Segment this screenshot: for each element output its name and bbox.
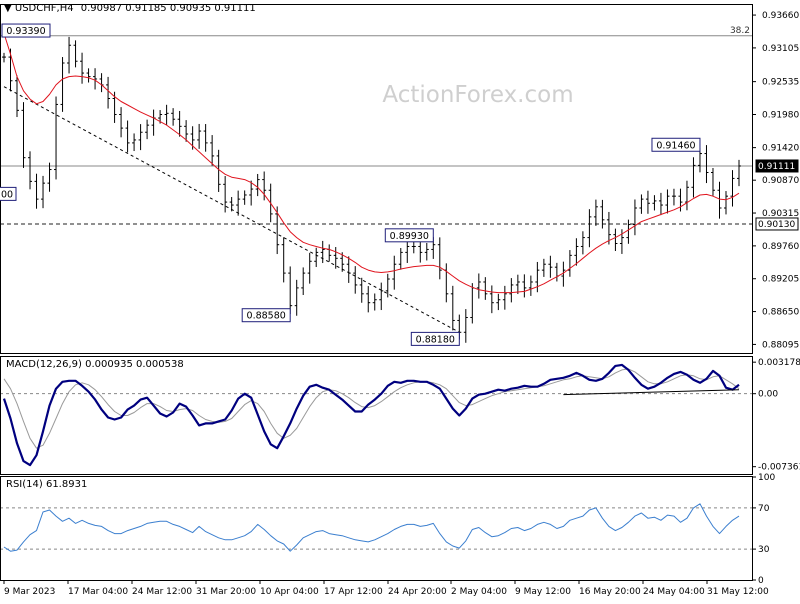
price-callout-label: 0.88580: [247, 311, 286, 322]
time-tick-label: 24 May 04:00: [643, 587, 705, 597]
price-callout: 0.88180: [411, 332, 459, 345]
time-tick-label: 31 Mar 20:00: [196, 587, 256, 597]
price-callout: 00: [0, 187, 16, 200]
price-tick-label: 0.92535: [762, 78, 799, 88]
price-tick-label: 0.91980: [762, 110, 799, 120]
time-tick-label: 16 May 20:00: [579, 587, 641, 597]
time-tick-label: 9 May 12:00: [515, 587, 571, 597]
price-callout: 0.93390: [2, 24, 50, 37]
fib-level-label: 38.2: [730, 26, 750, 36]
time-tick-label: 17 Apr 12:00: [324, 587, 383, 597]
price-tick-label: 0.91420: [762, 144, 799, 154]
price-callout: 0.91460: [652, 138, 700, 151]
rsi-tick-label: 0: [758, 576, 764, 586]
symbol-header: ▼ USDCHF,H4 0.90987 0.91185 0.90935 0.91…: [4, 3, 256, 14]
time-tick-label: 17 Mar 04:00: [68, 587, 128, 597]
price-tick-label: 0.90870: [762, 176, 799, 186]
macd-tick-label: 0.003178: [758, 358, 800, 368]
price-callout-label: 0.93390: [6, 26, 45, 37]
price-callout: 0.88580: [242, 309, 290, 322]
price-marker-label: 0.91111: [758, 162, 795, 172]
symbol-label: USDCHF,H4: [15, 3, 74, 14]
rsi-title: RSI(14) 61.8931: [6, 479, 87, 490]
price-callout: 0.89930: [385, 229, 433, 242]
time-tick-label: 24 Apr 20:00: [388, 587, 447, 597]
time-tick-label: 31 May 12:00: [707, 587, 769, 597]
price-marker-label: 0.90130: [758, 220, 795, 230]
time-tick-label: 9 Mar 2023: [4, 587, 55, 597]
rsi-tick-label: 100: [758, 473, 775, 483]
rsi-tick-label: 70: [758, 504, 770, 514]
price-tick-label: 0.88095: [762, 340, 799, 350]
rsi-tick-label: 30: [758, 545, 770, 555]
time-tick-label: 10 Apr 04:00: [260, 587, 319, 597]
time-tick-label: 24 Mar 12:00: [132, 587, 192, 597]
macd-title: MACD(12,26,9) 0.000935 0.000538: [6, 359, 184, 370]
price-callout-label: 0.89930: [390, 231, 429, 242]
price-tick-label: 0.89205: [762, 275, 799, 285]
time-tick-label: 2 May 04:00: [451, 587, 507, 597]
price-tick-label: 0.93105: [762, 44, 799, 54]
price-callout-label: 0.91460: [656, 140, 695, 151]
macd-tick-label: 0.00: [758, 390, 778, 400]
dropdown-arrow-icon[interactable]: ▼: [4, 3, 12, 14]
watermark-text: ActionForex.com: [382, 82, 573, 108]
price-callout-label: 00: [1, 189, 13, 200]
ohlc-values: 0.90987 0.91185 0.90935 0.91111: [81, 3, 256, 14]
macd-tick-label: -0.007361: [758, 463, 800, 473]
price-tick-label: 0.88650: [762, 308, 799, 318]
price-tick-label: 0.89760: [762, 242, 799, 252]
price-tick-label: 0.93660: [762, 11, 799, 21]
price-callout-label: 0.88180: [416, 334, 455, 345]
